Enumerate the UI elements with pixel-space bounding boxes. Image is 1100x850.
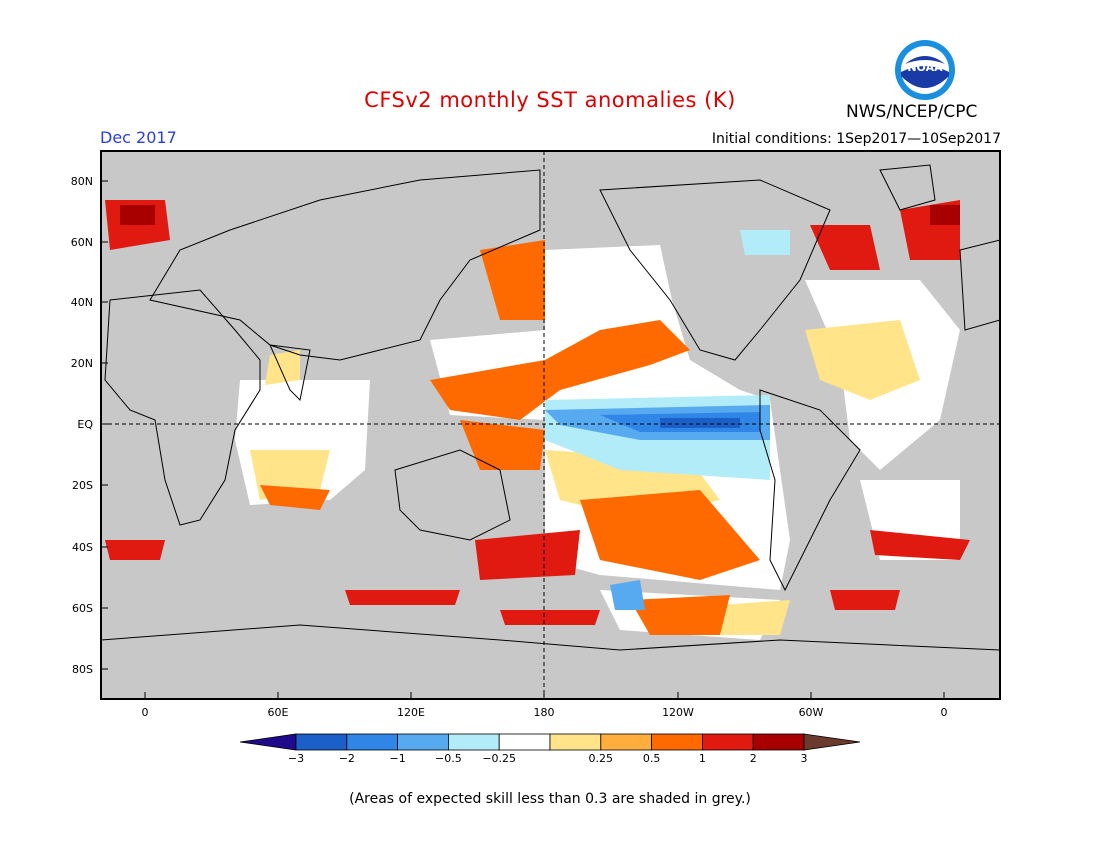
lon-label: 120W [662, 706, 694, 719]
colorbar-swatch [397, 733, 449, 751]
colorbar-swatch [651, 733, 703, 751]
anomaly-red [500, 610, 600, 625]
initial-conditions: Initial conditions: 1Sep2017—10Sep2017 [711, 131, 1001, 147]
colorbar-swatch [600, 733, 652, 751]
skill-note: (Areas of expected skill less than 0.3 a… [349, 791, 751, 807]
colorbar-label: 3 [801, 752, 808, 765]
colorbar-swatch [498, 733, 551, 751]
anomaly-red [345, 590, 460, 605]
colorbar-label: −0.5 [435, 752, 462, 765]
lat-label: 80S [72, 663, 93, 676]
anomaly-red [105, 540, 165, 560]
colorbar-label: 0.25 [589, 752, 614, 765]
colorbar-swatch [447, 733, 500, 751]
colorbar-label: −1 [389, 752, 405, 765]
lat-label: 40N [71, 296, 93, 309]
india-outline [269, 344, 311, 402]
colorbar-label: −0.25 [482, 752, 516, 765]
colorbar-label: 1 [699, 752, 706, 765]
anomaly-field [105, 200, 970, 640]
europe-west-outline [959, 239, 1000, 331]
lon-labels: 0 60E 120E 180 120W 60W 0 [142, 706, 948, 719]
anomaly-darkred [930, 205, 960, 225]
north-america-outline [599, 179, 831, 361]
south-america-outline [759, 389, 861, 592]
anomaly-red [870, 530, 970, 560]
map-title: CFSv2 monthly SST anomalies (K) [364, 88, 736, 112]
axis-ticks [101, 180, 945, 699]
lon-label: 60E [268, 706, 289, 719]
anomaly-orange [460, 420, 545, 470]
colorbar-swatch [295, 733, 348, 751]
org-label: NWS/NCEP/CPC [846, 102, 978, 122]
colorbar-swatch [752, 733, 805, 751]
anomaly-orange [480, 240, 545, 320]
lat-label: 60S [72, 602, 93, 615]
anomaly-darkblue [660, 418, 740, 428]
lon-label: 120E [397, 706, 425, 719]
colorbar-label: −3 [288, 752, 304, 765]
colorbar-swatch [702, 733, 754, 751]
lat-label: 40S [72, 541, 93, 554]
lon-label: 0 [142, 706, 149, 719]
continents [101, 164, 1000, 651]
australia-outline [394, 449, 511, 541]
lat-labels: 80N 60N 40N 20N EQ 20S 40S 60S 80S [71, 175, 94, 676]
lon-label: 180 [534, 706, 555, 719]
anomaly-yellow [265, 350, 300, 385]
anomaly-orange [630, 595, 730, 635]
anomaly-red [830, 590, 900, 610]
greenland-outline [879, 164, 936, 211]
colorbar: −3 −2 −1 −0.5 −0.25 0.25 0.5 1 2 3 [239, 733, 861, 765]
anomaly-lightblue [610, 580, 645, 610]
noaa-logo: NOAA [895, 40, 955, 100]
colorbar-swatch [549, 733, 602, 751]
lat-label: 80N [71, 175, 93, 188]
anomaly-lightcyan [740, 230, 790, 255]
colorbar-label: 0.5 [643, 752, 661, 765]
colorbar-arrow-low [239, 733, 297, 751]
colorbar-swatch [346, 733, 398, 751]
anomaly-red [475, 530, 580, 580]
lat-label: 20N [71, 357, 93, 370]
anomaly-orange [430, 320, 690, 420]
anomaly-orange [260, 485, 330, 510]
month-label: Dec 2017 [100, 128, 177, 147]
colorbar-label: 2 [750, 752, 757, 765]
anomaly-orange [580, 490, 760, 580]
lat-label: EQ [77, 418, 93, 431]
lon-label: 0 [941, 706, 948, 719]
lat-label: 20S [72, 479, 93, 492]
lat-label: 60N [71, 236, 93, 249]
lon-label: 60W [799, 706, 824, 719]
colorbar-arrow-high [803, 733, 861, 751]
anomaly-red [810, 225, 880, 270]
africa-outline [104, 289, 261, 526]
antarctica-outline [101, 624, 1000, 651]
anomaly-darkred [120, 205, 155, 225]
logo-text: NOAA [907, 61, 943, 74]
anomaly-yellow [805, 320, 920, 400]
europe-asia-outline [149, 169, 541, 361]
map-frame [100, 150, 1001, 700]
colorbar-label: −2 [339, 752, 355, 765]
